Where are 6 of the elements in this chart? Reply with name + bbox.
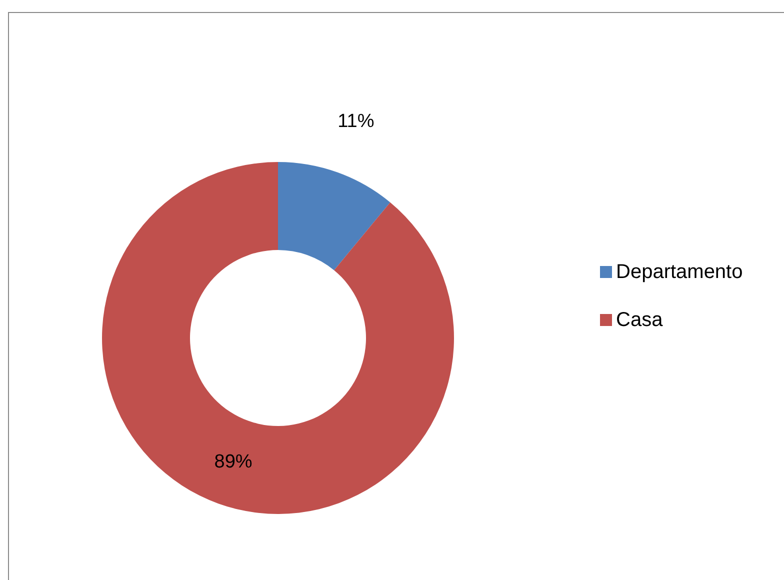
data-label: 89% — [214, 452, 252, 473]
donut-slice — [278, 162, 390, 270]
legend-label: Casa — [616, 309, 664, 331]
donut-slice — [102, 162, 454, 514]
data-label: 11% — [338, 111, 374, 132]
legend-label: Departamento — [616, 261, 743, 283]
